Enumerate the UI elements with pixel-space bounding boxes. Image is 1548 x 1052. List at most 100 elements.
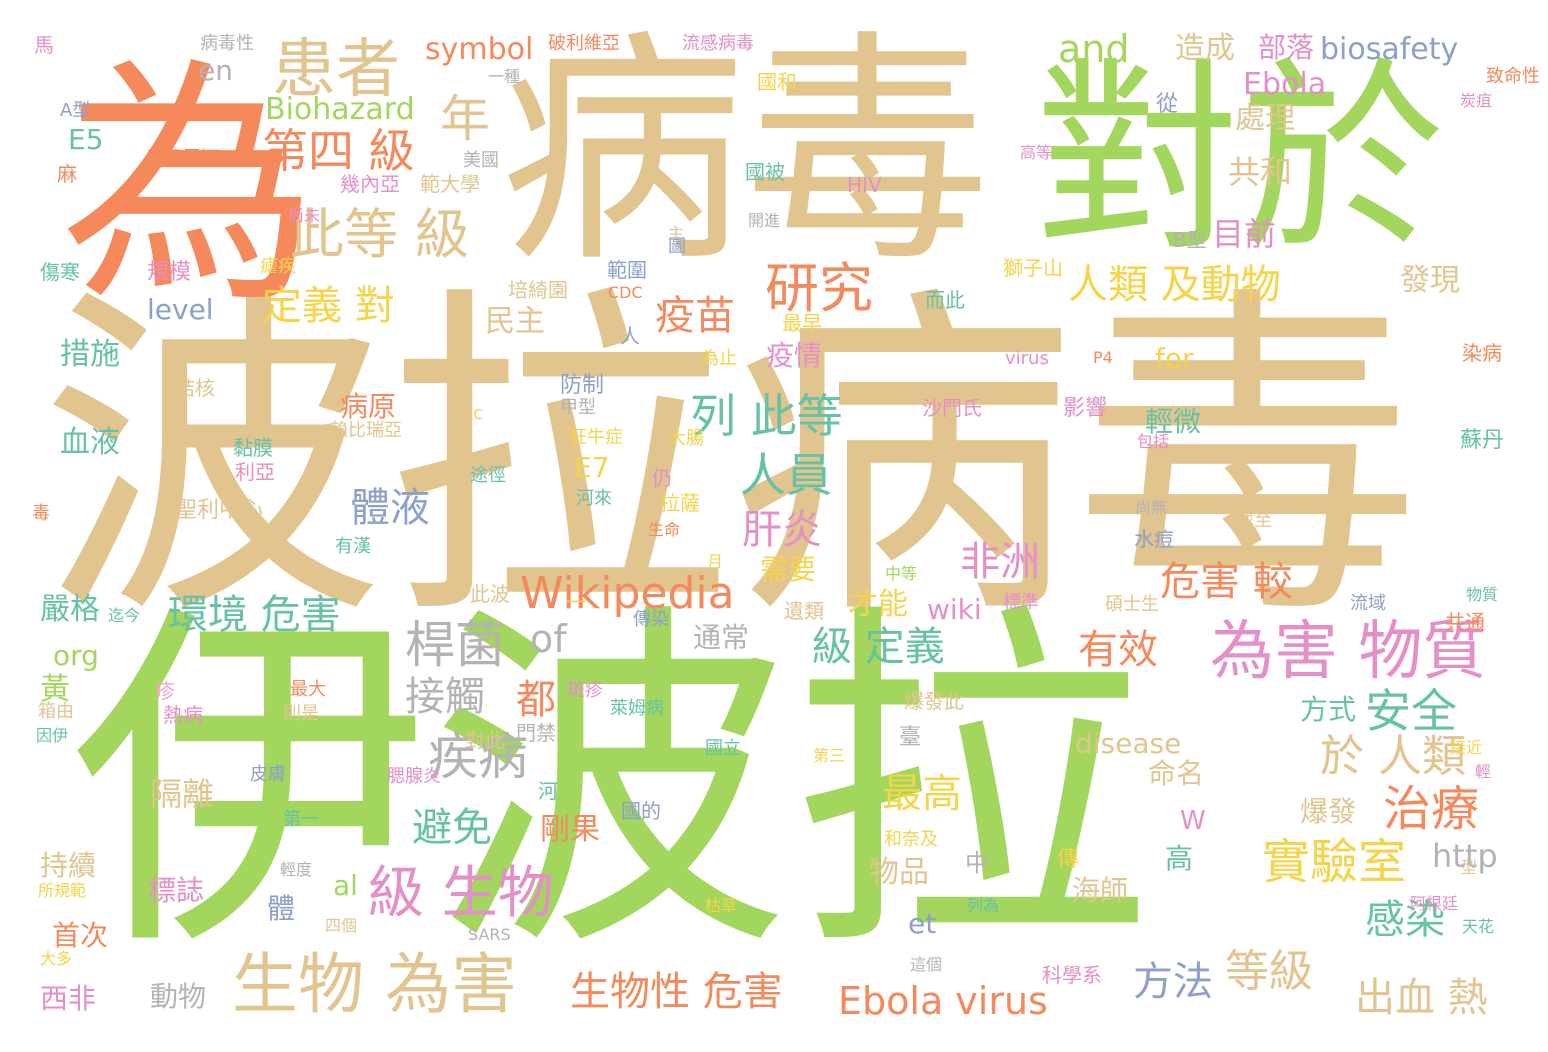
word-cloud-word: 措施: [60, 337, 120, 372]
word-cloud-word: 尚未: [288, 206, 321, 225]
word-cloud-word: 毒: [32, 503, 50, 524]
word-cloud-word: 持續: [40, 849, 97, 882]
word-cloud-word: 海師: [1072, 874, 1129, 907]
word-cloud-word: 人: [620, 324, 640, 348]
word-cloud-word: 瘧疾: [260, 256, 296, 277]
word-cloud-word: 傷寒: [40, 260, 80, 284]
word-cloud-word: 有漢: [335, 536, 371, 557]
word-cloud-word: biosafety: [1320, 32, 1459, 67]
word-cloud-word: 為: [60, 37, 318, 337]
word-cloud-word: CDC: [608, 283, 643, 302]
word-cloud-word: 動物: [150, 980, 207, 1013]
word-cloud-word: 環境 危害: [168, 592, 341, 638]
word-cloud-word: 輕: [1475, 762, 1492, 781]
word-cloud-word: 為害 物質: [1210, 615, 1487, 689]
word-cloud-word: level: [147, 293, 214, 326]
word-cloud-word: 利亞: [235, 460, 275, 484]
word-cloud-word: 疹: [155, 679, 175, 703]
word-cloud-word: 截至: [1236, 510, 1272, 531]
word-cloud-word: 高: [1165, 842, 1194, 875]
word-cloud-word: 出血 熱: [1355, 975, 1488, 1021]
word-cloud-word: 這個: [910, 955, 943, 974]
word-cloud-word: 發現: [1400, 263, 1460, 298]
word-cloud-word: 體: [267, 892, 296, 925]
word-cloud-word: 西尼羅河: [147, 148, 219, 169]
word-cloud-word: 黃: [40, 672, 70, 707]
word-cloud-word: 部落: [1258, 31, 1315, 64]
word-cloud-word: 遺類: [784, 599, 824, 623]
word-cloud-word: 第三: [813, 746, 846, 765]
word-cloud-word: 圖: [668, 236, 686, 257]
word-cloud-word: 方式: [1300, 693, 1357, 726]
word-cloud-word: E5: [68, 123, 104, 156]
word-cloud-word: 都: [516, 677, 556, 723]
word-cloud-word: 而此: [925, 288, 965, 312]
word-cloud-word: 因伊: [36, 726, 69, 745]
word-cloud-word: 列為: [967, 896, 1000, 915]
word-cloud-word: 通常: [693, 621, 750, 654]
word-cloud-word: 爆發: [1300, 795, 1357, 828]
word-cloud-word: 第四 級: [262, 124, 415, 178]
word-cloud-word: 箱由: [38, 701, 74, 722]
word-cloud-word: 規模: [147, 260, 192, 285]
word-cloud-word: 熱病: [163, 703, 203, 727]
word-cloud-word: W: [1180, 806, 1206, 836]
word-cloud-word: 波拉病毒: [40, 260, 1420, 661]
word-cloud-word: disease: [1075, 727, 1182, 760]
word-cloud-word: 流域: [1350, 593, 1386, 614]
word-cloud-word: 一: [566, 590, 586, 614]
word-cloud-word: Ebola virus: [838, 979, 1048, 1023]
word-cloud-word: P4: [1093, 348, 1113, 367]
word-cloud-word: 型: [1461, 858, 1478, 877]
word-cloud-word: 共通: [1445, 610, 1485, 634]
word-cloud-word: symbol: [425, 32, 534, 67]
word-cloud-word: 嚴格: [40, 592, 100, 627]
word-cloud-word: 枯草: [705, 896, 738, 915]
word-cloud-word: 對此: [465, 728, 505, 752]
word-cloud-word: 和奈及: [884, 829, 938, 850]
word-cloud-word: c: [473, 403, 483, 424]
word-cloud-word: 接近: [1450, 738, 1483, 757]
word-cloud-word: 為止: [701, 348, 737, 369]
word-cloud-word: 門禁: [516, 721, 556, 745]
word-cloud-word: 命名: [1148, 757, 1205, 790]
word-cloud-word: 影響: [1063, 396, 1108, 421]
word-cloud-word: 皮膚: [250, 764, 286, 785]
word-cloud-word: 傳染: [633, 609, 669, 630]
word-cloud-word: 科學系: [1042, 963, 1102, 987]
word-cloud-word: 最高: [882, 771, 962, 817]
word-cloud-word: 途徑: [470, 465, 506, 486]
word-cloud-word: 實驗室: [1262, 834, 1407, 890]
word-cloud-word: A型: [60, 100, 91, 121]
word-cloud-word: org: [53, 639, 99, 672]
word-cloud-word: 年: [440, 90, 490, 148]
word-cloud-word: 定義 對: [262, 283, 395, 329]
word-cloud-word: 於 人類: [1320, 731, 1466, 782]
word-cloud-word: for: [1155, 342, 1194, 375]
word-cloud-word: 臺: [899, 725, 922, 750]
word-cloud-word: E7: [574, 451, 610, 484]
word-cloud-word: 範圍: [607, 258, 647, 282]
word-cloud-word: 水痘: [1134, 527, 1174, 551]
word-cloud-word: 破利維亞: [548, 33, 620, 54]
word-cloud-word: and: [1058, 27, 1130, 71]
word-cloud-word: 四個: [325, 916, 358, 935]
word-cloud-word: al: [333, 869, 358, 902]
word-cloud-word: 方法: [1133, 959, 1213, 1005]
word-cloud-word: 斑疹: [567, 680, 603, 701]
word-cloud-word: 等級: [1225, 946, 1313, 997]
word-cloud-word: 黏膜: [233, 436, 273, 460]
word-cloud-word: 爆發此: [904, 689, 964, 713]
word-cloud-word: virus: [1005, 348, 1049, 369]
word-cloud-word: 人類 及動物: [1068, 262, 1281, 308]
word-cloud-word: 目前: [1212, 215, 1277, 253]
word-cloud-word: 輕微: [1145, 405, 1202, 438]
word-cloud-word: http: [1432, 837, 1498, 875]
word-cloud-word: of: [530, 617, 567, 661]
word-cloud-word: 隔離: [150, 775, 215, 813]
word-cloud-word: 流感病毒: [682, 33, 754, 54]
word-cloud-word: 主: [668, 224, 685, 243]
word-cloud-word: 患者: [272, 33, 400, 107]
word-cloud-word: 體液: [350, 485, 430, 531]
